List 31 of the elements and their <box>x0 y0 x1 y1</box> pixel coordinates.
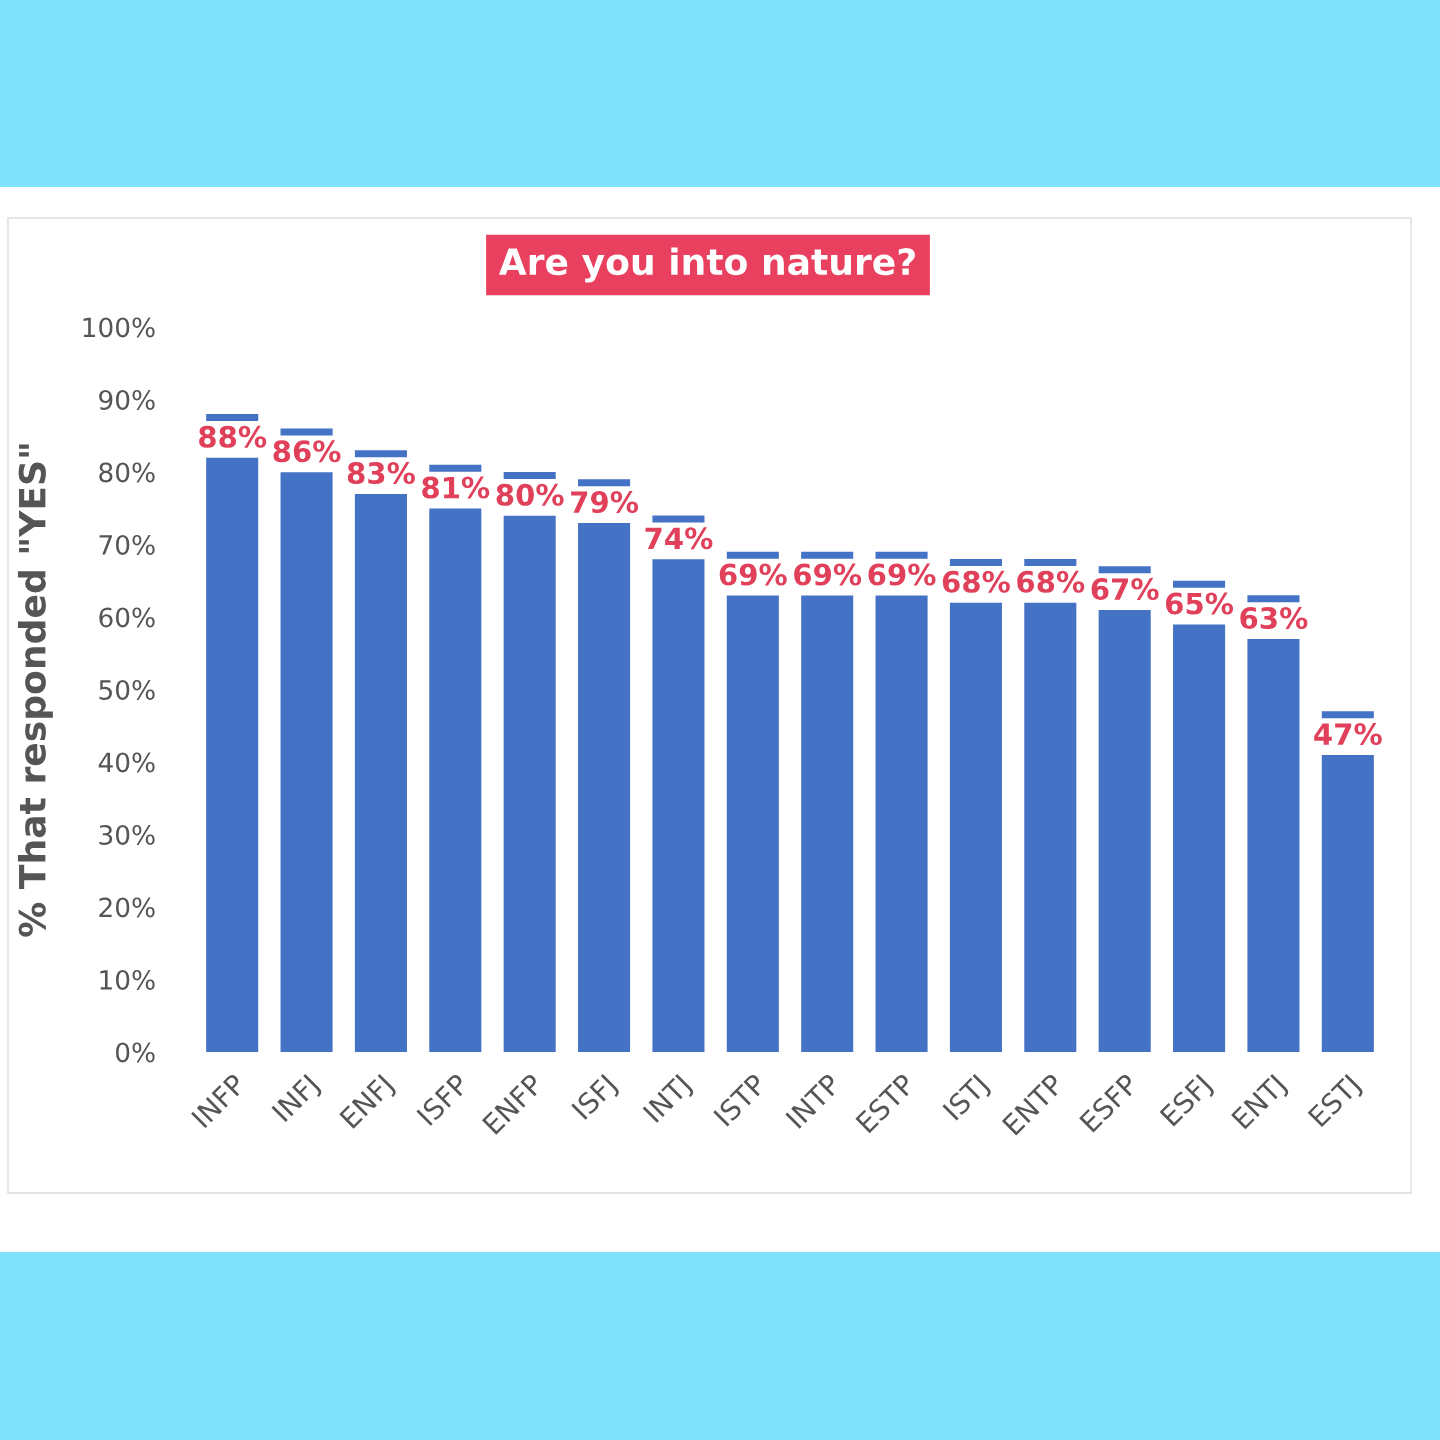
data-label: 88% <box>199 425 267 448</box>
data-label: 83% <box>347 462 415 485</box>
data-label: 80% <box>496 483 564 506</box>
data-label: 68% <box>942 570 1010 593</box>
y-tick-label: 30% <box>99 824 155 845</box>
data-label: 68% <box>1017 570 1085 593</box>
y-axis-title: % That responded "YES" <box>17 444 53 937</box>
y-tick-label: 100% <box>83 317 155 338</box>
y-tick-label: 0% <box>115 1042 155 1063</box>
y-tick-label: 90% <box>99 389 155 410</box>
data-label: 69% <box>794 563 862 586</box>
data-label: 74% <box>645 527 713 550</box>
data-label: 81% <box>422 476 490 499</box>
y-tick-label: 40% <box>98 752 155 773</box>
y-tick-label: 10% <box>100 969 155 990</box>
data-label: 69% <box>719 563 787 586</box>
x-tick-label: ISTJ <box>942 1073 993 1125</box>
data-label: 86% <box>273 440 341 463</box>
y-tick-label: 20% <box>99 897 155 918</box>
y-tick-label: 50% <box>99 679 155 700</box>
data-label: 69% <box>868 563 936 586</box>
data-label: 63% <box>1240 607 1308 630</box>
data-label: 79% <box>571 491 639 514</box>
chart-title: Are you into nature? <box>498 247 915 283</box>
y-tick-label: 80% <box>99 462 155 483</box>
x-tick-label: ISFJ <box>570 1073 621 1124</box>
data-label: 47% <box>1314 723 1382 746</box>
y-tick-label: 60% <box>99 607 155 628</box>
data-label: 67% <box>1091 578 1159 601</box>
y-tick-label: 70% <box>99 534 155 555</box>
data-label: 65% <box>1165 592 1234 615</box>
